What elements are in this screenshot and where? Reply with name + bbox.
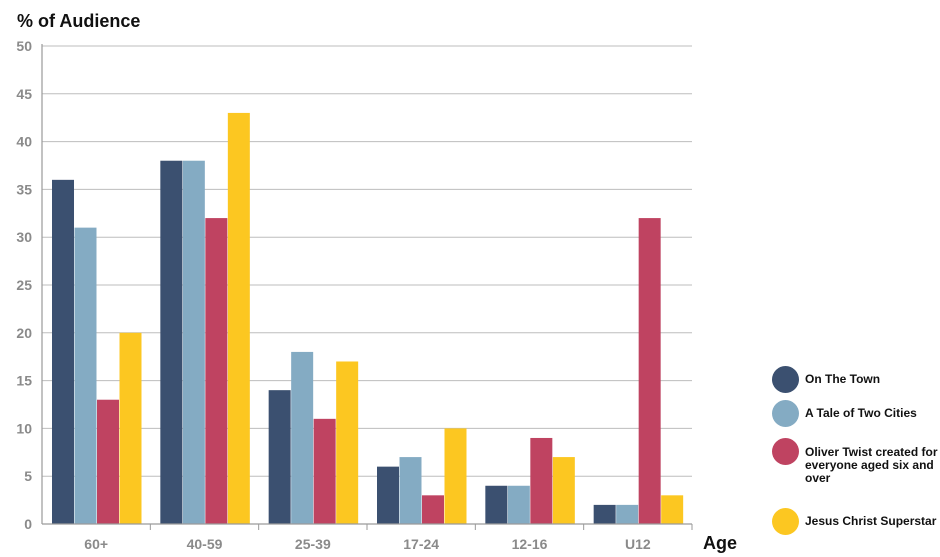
y-tick-label: 30 [16, 229, 32, 245]
x-tick-labels: 60+ 40-59 25-39 17-24 12-16 U12 [84, 536, 651, 552]
legend-swatch [772, 400, 799, 427]
legend-label: Jesus Christ Superstar [805, 514, 937, 528]
legend-swatch [772, 508, 799, 535]
x-tick-label: U12 [625, 536, 651, 552]
bar [638, 218, 661, 524]
bar [616, 504, 639, 524]
y-tick-label: 25 [16, 277, 32, 293]
legend-swatch [772, 438, 799, 465]
legend-label: On The Town [805, 372, 881, 386]
legend-label: Oliver Twist created for everyone aged s… [805, 445, 938, 485]
bar [507, 485, 530, 524]
bar [552, 457, 575, 524]
bar [399, 457, 422, 524]
y-tick-label: 45 [16, 86, 32, 102]
x-tick-label: 17-24 [403, 536, 439, 552]
bar [313, 418, 336, 524]
axes [41, 44, 693, 530]
bar [530, 437, 553, 524]
bar [444, 428, 467, 524]
y-tick-label: 5 [24, 468, 32, 484]
legend-item: On The Town [772, 366, 940, 393]
x-tick-label: 40-59 [187, 536, 223, 552]
legend-label: A Tale of Two Cities [805, 406, 917, 420]
bar [74, 227, 97, 524]
x-tick-label: 25-39 [295, 536, 331, 552]
y-tick-label: 35 [16, 181, 32, 197]
bar [227, 112, 250, 525]
bar [593, 504, 616, 524]
x-axis-title: Age [703, 533, 737, 553]
legend-item: Jesus Christ Superstar [772, 508, 940, 535]
bar [160, 160, 183, 524]
y-tick-label: 50 [16, 38, 32, 54]
gridlines [42, 45, 692, 477]
bar [182, 160, 205, 524]
bar [661, 495, 684, 524]
legend-swatch [772, 366, 799, 393]
bar [119, 332, 142, 524]
bar [422, 495, 444, 524]
legend-item: Oliver Twist created for everyone aged s… [772, 438, 940, 485]
bar [97, 399, 119, 524]
y-tick-label: 10 [16, 420, 32, 436]
x-tick-label: 12-16 [512, 536, 548, 552]
y-axis-title: % of Audience [17, 11, 140, 31]
bar [52, 179, 74, 524]
bar [336, 361, 359, 524]
bar [205, 218, 228, 524]
y-tick-label: 40 [16, 134, 32, 150]
y-tick-label: 0 [24, 516, 32, 532]
bar [377, 466, 399, 524]
legend-item: A Tale of Two Cities [772, 400, 940, 427]
bar [268, 390, 291, 524]
y-tick-label: 15 [16, 373, 32, 389]
y-tick-labels: 0 5 10 15 20 25 30 35 40 45 50 [16, 38, 32, 532]
bar [485, 485, 508, 524]
bars [52, 112, 684, 525]
x-tick-label: 60+ [84, 536, 108, 552]
y-tick-label: 20 [16, 325, 32, 341]
bar [291, 351, 314, 524]
